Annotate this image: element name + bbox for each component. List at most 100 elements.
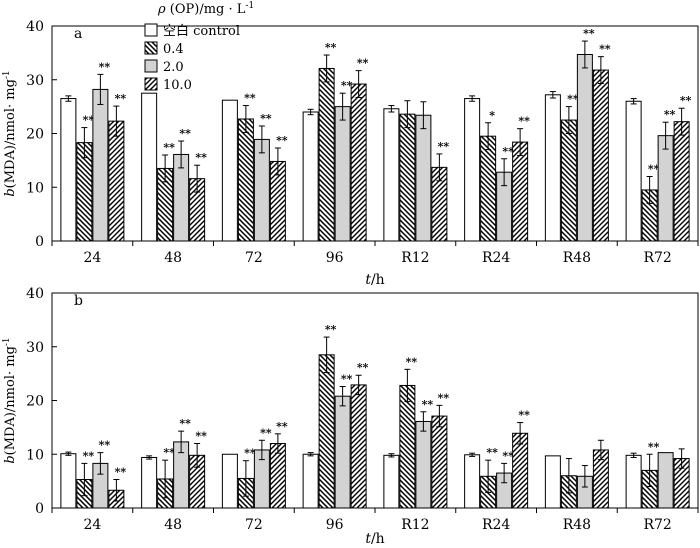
significance-label: ** [115, 466, 127, 479]
y-tick-label: 20 [26, 394, 44, 410]
significance-label: ** [357, 361, 369, 374]
significance-label: ** [99, 439, 111, 452]
significance-label: ** [486, 446, 498, 459]
bar [399, 384, 416, 509]
y-tick-label: 10 [26, 447, 44, 463]
significance-label: ** [357, 57, 369, 70]
bar [383, 108, 400, 242]
significance-label: ** [341, 79, 353, 92]
legend-swatch [144, 41, 158, 55]
bar [237, 118, 254, 242]
legend-entry-label: 2.0 [163, 60, 184, 75]
bar [350, 83, 367, 242]
bar [253, 138, 270, 242]
bar [399, 113, 416, 242]
x-tick-label: R24 [482, 517, 510, 533]
significance-label: ** [260, 112, 272, 125]
bar [141, 456, 158, 509]
significance-label: ** [163, 141, 175, 154]
significance-label: ** [518, 115, 530, 128]
bar [221, 99, 238, 242]
bar [302, 111, 319, 242]
x-tick-label: R48 [563, 517, 591, 533]
significance-label: ** [502, 145, 514, 158]
y-axis-label: b(MDA)/nmol· mg-1 [2, 337, 18, 463]
bar [334, 106, 351, 242]
significance-label: ** [179, 417, 191, 430]
bar [592, 69, 609, 242]
significance-label: ** [325, 41, 337, 54]
x-tick-label: R72 [643, 250, 671, 266]
x-tick-label: 96 [326, 517, 344, 533]
bar [60, 98, 77, 242]
bar [512, 141, 529, 242]
x-tick-label: 24 [83, 250, 101, 266]
y-tick-label: 0 [35, 501, 44, 517]
bar [350, 384, 367, 509]
x-axis-label: t/h [365, 531, 384, 547]
x-tick-label: 96 [326, 250, 344, 266]
significance-label: ** [195, 151, 207, 164]
x-tick-label: R72 [643, 517, 671, 533]
significance-label: ** [325, 323, 337, 336]
significance-label: ** [99, 60, 111, 73]
significance-label: ** [195, 430, 207, 443]
bar [464, 454, 481, 509]
significance-label: ** [648, 163, 660, 176]
y-tick-label: 10 [26, 180, 44, 196]
legend-entry-label: 0.4 [163, 42, 184, 57]
y-tick-label: 40 [26, 19, 44, 35]
significance-label: ** [341, 373, 353, 386]
bar [625, 100, 642, 242]
x-tick-label: R12 [401, 250, 429, 266]
significance-label: ** [406, 355, 418, 368]
significance-label: ** [599, 43, 611, 56]
bar [657, 452, 674, 509]
panel-label: a [74, 26, 82, 42]
y-tick-label: 30 [26, 73, 44, 89]
x-tick-label: R48 [563, 250, 591, 266]
significance-label: * [489, 109, 495, 122]
bar [625, 454, 642, 509]
significance-label: ** [260, 426, 272, 439]
bar [318, 354, 335, 509]
legend-title: ρ (OP)/mg · L-1 [157, 1, 254, 17]
y-axis-label: b(MDA)/nmol· mg-1 [2, 70, 18, 196]
bar [302, 453, 319, 509]
legend-entry-label: 空白 control [163, 23, 240, 39]
significance-label: ** [502, 449, 514, 462]
legend-swatch [144, 77, 158, 91]
y-tick-label: 0 [35, 234, 44, 250]
bar [560, 119, 577, 242]
y-tick-label: 20 [26, 127, 44, 143]
bar [544, 455, 561, 509]
x-tick-label: 72 [245, 517, 263, 533]
bar [544, 94, 561, 242]
significance-label: ** [567, 93, 579, 106]
bar [464, 98, 481, 242]
bar [657, 135, 674, 242]
bar [383, 454, 400, 509]
significance-label: ** [518, 409, 530, 422]
bar [141, 92, 158, 242]
significance-label: ** [664, 108, 676, 121]
x-tick-label: 48 [164, 517, 182, 533]
significance-label: ** [115, 92, 127, 105]
significance-label: ** [680, 94, 692, 107]
significance-label: ** [276, 420, 288, 433]
bar [108, 120, 125, 242]
y-tick-label: 40 [26, 286, 44, 302]
bar [318, 67, 335, 242]
bar [480, 135, 497, 242]
bar [92, 88, 109, 242]
significance-label: ** [179, 127, 191, 140]
significance-label: ** [276, 134, 288, 147]
y-tick-label: 30 [26, 340, 44, 356]
legend-entry-label: 10.0 [163, 78, 192, 93]
chart-panel-b: 0 10 20 30 40 24 48 72 96 R12 R24 R48 R72 ** ** ** ** ** *… [2, 286, 699, 547]
significance-label: ** [83, 114, 95, 127]
bar [431, 415, 448, 509]
significance-label: ** [648, 440, 660, 453]
x-tick-label: R24 [482, 250, 510, 266]
